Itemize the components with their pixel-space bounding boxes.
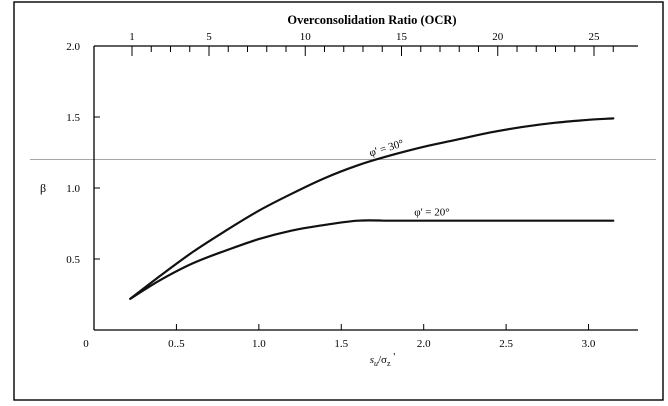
x-tick-label: 1.5 bbox=[334, 338, 348, 350]
x-tick-label: 1.0 bbox=[252, 338, 266, 350]
x-tick-label: 2.0 bbox=[417, 338, 431, 350]
top-tick-label: 15 bbox=[396, 31, 408, 43]
top-axis-title: Overconsolidation Ratio (OCR) bbox=[287, 13, 456, 27]
top-axis-ticks: 1 5 10 15 20 25 bbox=[129, 31, 614, 56]
x-tick-label: 2.5 bbox=[499, 338, 513, 350]
x-label-s: s bbox=[370, 354, 374, 366]
y-tick-label: 0.5 bbox=[66, 254, 80, 266]
y-axis-ticks: 0.5 1.0 1.5 2.0 bbox=[66, 41, 100, 266]
top-tick-label: 10 bbox=[300, 31, 312, 43]
x-axis-ticks: 0 0..5 1.0 1.5 2.0 2.5 3.0 bbox=[83, 324, 596, 350]
y-tick-label: 1.5 bbox=[66, 112, 80, 124]
x-tick-label: 0..5 bbox=[168, 338, 185, 350]
x-label-slash-sigma: /σ bbox=[378, 354, 387, 366]
top-tick-label: 25 bbox=[589, 31, 601, 43]
series-phi-20-curve bbox=[129, 219, 615, 300]
annotation-phi-20: φ' = 20° bbox=[414, 207, 449, 219]
y-tick-label: 2.0 bbox=[66, 41, 80, 53]
x-tick-label: 3.0 bbox=[582, 338, 596, 350]
series-phi-30-curve bbox=[129, 117, 615, 300]
y-axis-label: β bbox=[40, 181, 46, 195]
x-label-sub-u: u bbox=[374, 359, 378, 368]
y-tick-label: 1.0 bbox=[66, 183, 80, 195]
x-tick-label: 0 bbox=[83, 338, 89, 350]
figure-frame bbox=[13, 1, 664, 401]
x-axis-label: su/σz ' bbox=[370, 351, 396, 368]
top-tick-label: 5 bbox=[206, 31, 212, 43]
top-tick-label: 1 bbox=[129, 31, 135, 43]
x-label-prime: ' bbox=[391, 351, 396, 363]
series-curves bbox=[129, 117, 615, 300]
top-tick-label: 20 bbox=[492, 31, 504, 43]
x-label-sub-z: z bbox=[387, 359, 391, 368]
